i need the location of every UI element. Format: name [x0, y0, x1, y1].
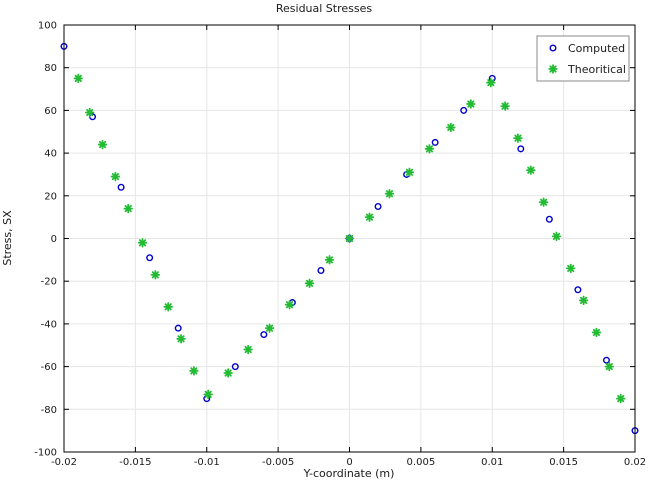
- y-tick-label: -20: [41, 277, 57, 288]
- y-tick-label: -100: [34, 448, 57, 459]
- data-point-theoritical: [163, 302, 173, 312]
- plot-frame: [63, 24, 636, 453]
- data-point-computed: [146, 254, 154, 262]
- data-point-theoritical: [73, 73, 83, 84]
- y-tick-label: -40: [41, 319, 57, 330]
- data-point-computed: [517, 145, 525, 153]
- series-layer: [60, 42, 639, 435]
- data-point-theoritical: [243, 344, 253, 355]
- legend-marker-theoritical: [548, 64, 558, 74]
- y-tick-label: 20: [44, 191, 57, 202]
- legend-marker-computed-shape: [549, 44, 557, 52]
- x-tick-label: -0.015: [119, 457, 151, 468]
- data-point-theoritical: [84, 107, 95, 118]
- grid: [63, 24, 636, 453]
- legend-label-theoritical: Theoritical: [567, 63, 626, 76]
- data-point-computed: [231, 363, 239, 371]
- y-tick-label: 80: [44, 63, 57, 74]
- data-point-computed: [460, 106, 468, 114]
- y-tick-label: 40: [44, 149, 57, 160]
- data-point-theoritical: [223, 368, 233, 378]
- data-point-computed: [174, 324, 182, 332]
- data-point-theoritical: [123, 203, 133, 214]
- data-point-computed: [260, 331, 268, 339]
- data-point-theoritical: [137, 238, 148, 248]
- data-point-theoritical: [304, 278, 315, 289]
- data-point-theoritical: [264, 323, 275, 333]
- data-point-theoritical: [486, 77, 496, 88]
- data-point-theoritical: [344, 233, 355, 244]
- data-point-theoritical: [150, 270, 161, 280]
- data-point-theoritical: [189, 366, 199, 376]
- data-point-theoritical: [616, 393, 626, 404]
- legend: Computed Theoritical: [536, 35, 630, 82]
- data-point-theoritical: [466, 99, 476, 109]
- x-tick-label: 0.01: [481, 457, 503, 468]
- data-point-theoritical: [526, 165, 536, 175]
- data-point-theoritical: [424, 144, 435, 154]
- data-point-theoritical: [513, 133, 523, 143]
- data-point-theoritical: [110, 171, 121, 182]
- data-point-theoritical: [500, 101, 510, 111]
- y-axis-label: Stress, SX: [1, 210, 14, 266]
- x-tick-label: -0.005: [262, 457, 294, 468]
- chart-title: Residual Stresses: [276, 2, 373, 15]
- data-point-theoritical: [284, 299, 295, 310]
- data-point-computed: [317, 267, 325, 275]
- data-point-theoritical: [538, 197, 549, 207]
- y-tick-label: -80: [41, 405, 57, 416]
- x-tick-label: -0.02: [51, 457, 77, 468]
- data-point-computed: [602, 356, 610, 364]
- legend-box: [536, 35, 630, 82]
- x-tick-label: -0.01: [194, 457, 220, 468]
- legend-marker-computed: [549, 44, 557, 52]
- y-tick-label: -60: [41, 362, 57, 373]
- y-tick-label: 100: [38, 21, 57, 32]
- data-point-theoritical: [404, 167, 415, 178]
- data-point-computed: [545, 215, 553, 223]
- data-point-computed: [117, 183, 125, 191]
- x-axis-label: Y-coordinate (m): [303, 467, 395, 480]
- data-point-computed: [431, 138, 439, 146]
- data-point-theoritical: [364, 212, 375, 222]
- data-point-theoritical: [578, 295, 589, 306]
- y-tick-label: 0: [51, 234, 57, 245]
- x-tick-label: 0.02: [624, 457, 646, 468]
- data-point-theoritical: [384, 188, 395, 199]
- legend-label-computed: Computed: [568, 42, 625, 55]
- y-tick-label: 60: [44, 106, 57, 117]
- data-point-theoritical: [324, 255, 335, 265]
- data-point-computed: [574, 286, 582, 294]
- data-point-theoritical: [551, 231, 562, 242]
- y-axis-ticks: -100 -80 -60 -40 -20 0 20 40 60 80 100: [34, 21, 635, 459]
- data-point-computed: [374, 202, 382, 210]
- x-axis-ticks: -0.02 -0.015 -0.01 -0.005 0 0.005 0.01 0.015 0.0…: [51, 25, 646, 468]
- x-tick-label: 0.005: [407, 457, 436, 468]
- data-point-theoritical: [97, 139, 108, 150]
- data-point-theoritical: [203, 389, 213, 400]
- data-point-theoritical: [591, 327, 602, 338]
- data-point-theoritical: [176, 334, 186, 344]
- series-theoritical: [73, 73, 626, 404]
- data-point-theoritical: [604, 361, 615, 372]
- x-tick-label: 0.015: [549, 457, 578, 468]
- data-point-theoritical: [446, 122, 456, 133]
- x-tick-label: 0: [346, 457, 352, 468]
- legend-marker-theoritical-shape: [548, 64, 558, 74]
- data-point-theoritical: [566, 263, 576, 274]
